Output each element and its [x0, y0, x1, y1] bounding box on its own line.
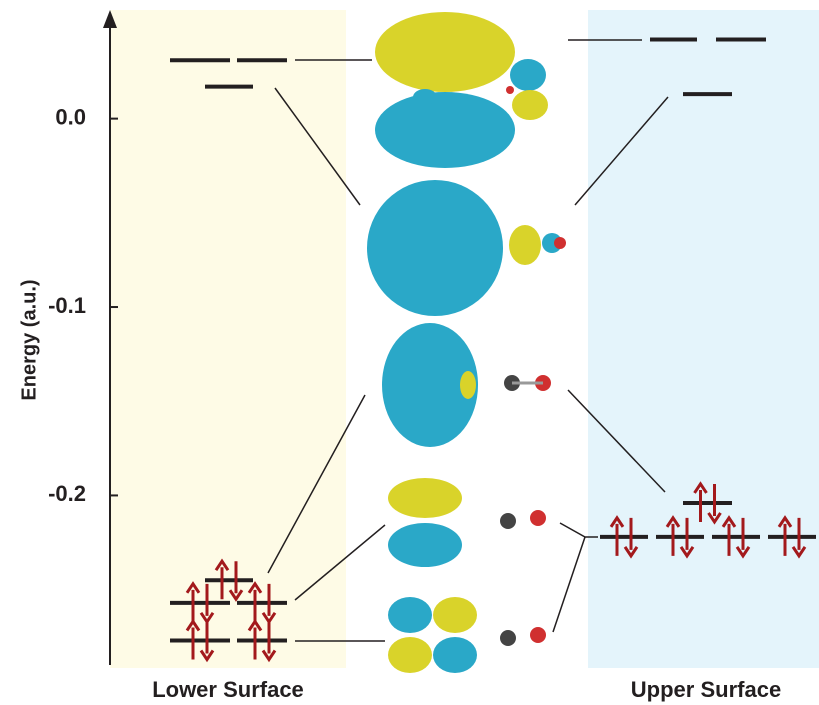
panel-label: Upper Surface	[631, 677, 781, 702]
tick-label: 0.0	[55, 104, 86, 129]
upper-panel	[588, 10, 819, 668]
orbital-5	[388, 597, 546, 673]
axis-label: Energy (a.u.)	[18, 279, 40, 400]
diagram: Energy (a.u.) Lower Surface Upper Surfac…	[0, 0, 819, 705]
tick-label: -0.1	[48, 293, 86, 318]
tick-label: -0.2	[48, 481, 86, 506]
orbital-1	[375, 12, 548, 168]
orbital-4	[388, 478, 546, 567]
panel-label: Lower Surface	[152, 677, 304, 702]
orbital-2	[367, 180, 566, 316]
orbital-3	[382, 323, 551, 447]
